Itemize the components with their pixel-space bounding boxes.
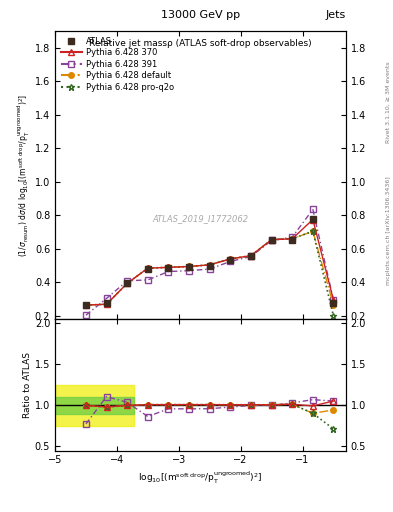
Line: Pythia 6.428 370: Pythia 6.428 370: [83, 217, 336, 308]
Pythia 6.428 391: [208, 266, 212, 272]
Pythia 6.428 391: [269, 238, 274, 244]
Pythia 6.428 pro-q2o: [145, 265, 150, 271]
Pythia 6.428 default: [269, 237, 274, 243]
Pythia 6.428 pro-q2o: [310, 228, 315, 234]
Pythia 6.428 370: [84, 302, 88, 308]
Pythia 6.428 370: [104, 301, 109, 307]
Pythia 6.428 370: [310, 217, 315, 223]
Pythia 6.428 370: [145, 265, 150, 271]
Pythia 6.428 370: [125, 280, 130, 286]
Pythia 6.428 default: [166, 264, 171, 270]
Pythia 6.428 391: [104, 295, 109, 302]
Line: Pythia 6.428 default: Pythia 6.428 default: [83, 228, 336, 308]
ATLAS: [104, 301, 109, 307]
Pythia 6.428 pro-q2o: [290, 236, 294, 242]
ATLAS: [187, 264, 191, 270]
ATLAS: [166, 265, 171, 271]
Pythia 6.428 391: [166, 268, 171, 274]
Pythia 6.428 370: [187, 264, 191, 270]
ATLAS: [208, 263, 212, 269]
ATLAS: [145, 266, 150, 272]
ATLAS: [249, 253, 253, 260]
Pythia 6.428 391: [290, 234, 294, 240]
Pythia 6.428 391: [125, 278, 130, 284]
Pythia 6.428 391: [84, 312, 88, 318]
ATLAS: [310, 216, 315, 222]
Pythia 6.428 default: [125, 280, 130, 286]
ATLAS: [269, 238, 274, 244]
Pythia 6.428 391: [145, 277, 150, 283]
Pythia 6.428 391: [310, 206, 315, 212]
Y-axis label: Ratio to ATLAS: Ratio to ATLAS: [23, 352, 32, 418]
Pythia 6.428 default: [84, 302, 88, 308]
Pythia 6.428 default: [208, 262, 212, 268]
Text: ATLAS_2019_I1772062: ATLAS_2019_I1772062: [152, 214, 248, 223]
Line: ATLAS: ATLAS: [83, 216, 336, 308]
Pythia 6.428 default: [104, 301, 109, 307]
Text: Rivet 3.1.10, ≥ 3M events: Rivet 3.1.10, ≥ 3M events: [386, 61, 391, 143]
X-axis label: log$_{10}$[(m$^{\rm soft\ drop}$/p$_{\rm T}^{\rm ungroomed}$)$^{2}$]: log$_{10}$[(m$^{\rm soft\ drop}$/p$_{\rm…: [138, 470, 263, 486]
ATLAS: [84, 302, 88, 308]
Text: Relative jet massρ (ATLAS soft-drop observables): Relative jet massρ (ATLAS soft-drop obse…: [89, 39, 312, 48]
Pythia 6.428 default: [187, 264, 191, 270]
Pythia 6.428 pro-q2o: [228, 256, 233, 262]
Pythia 6.428 pro-q2o: [331, 313, 336, 319]
Pythia 6.428 pro-q2o: [249, 252, 253, 259]
Pythia 6.428 370: [249, 252, 253, 259]
Pythia 6.428 default: [331, 302, 336, 308]
ATLAS: [331, 300, 336, 306]
Pythia 6.428 default: [310, 228, 315, 234]
Pythia 6.428 370: [269, 237, 274, 243]
Pythia 6.428 391: [331, 297, 336, 303]
Pythia 6.428 391: [228, 259, 233, 265]
Pythia 6.428 391: [187, 268, 191, 274]
Pythia 6.428 default: [228, 256, 233, 262]
Bar: [55, 397, 134, 414]
Pythia 6.428 370: [166, 264, 171, 270]
Line: Pythia 6.428 391: Pythia 6.428 391: [83, 207, 336, 318]
Text: 13000 GeV pp: 13000 GeV pp: [161, 10, 240, 20]
ATLAS: [125, 280, 130, 286]
ATLAS: [228, 257, 233, 263]
Pythia 6.428 default: [290, 236, 294, 242]
Pythia 6.428 370: [331, 297, 336, 303]
Pythia 6.428 391: [249, 253, 253, 260]
Pythia 6.428 pro-q2o: [84, 302, 88, 308]
Y-axis label: $(1/\sigma_{\rm resum})$ d$\sigma$/d log$_{10}$[(m$^{\rm soft\ drop}$/p$_{\rm T}: $(1/\sigma_{\rm resum})$ d$\sigma$/d log…: [16, 93, 32, 257]
Pythia 6.428 pro-q2o: [208, 262, 212, 268]
Pythia 6.428 370: [290, 236, 294, 242]
ATLAS: [290, 238, 294, 244]
Pythia 6.428 pro-q2o: [125, 280, 130, 286]
Text: mcplots.cern.ch [arXiv:1306.3436]: mcplots.cern.ch [arXiv:1306.3436]: [386, 176, 391, 285]
Text: Jets: Jets: [325, 10, 346, 20]
Pythia 6.428 pro-q2o: [187, 264, 191, 270]
Bar: [55, 385, 134, 426]
Pythia 6.428 default: [145, 265, 150, 271]
Pythia 6.428 pro-q2o: [166, 264, 171, 270]
Pythia 6.428 pro-q2o: [104, 301, 109, 307]
Legend: ATLAS, Pythia 6.428 370, Pythia 6.428 391, Pythia 6.428 default, Pythia 6.428 pr: ATLAS, Pythia 6.428 370, Pythia 6.428 39…: [57, 33, 177, 95]
Pythia 6.428 370: [208, 262, 212, 268]
Pythia 6.428 default: [249, 252, 253, 259]
Pythia 6.428 pro-q2o: [269, 237, 274, 243]
Pythia 6.428 370: [228, 256, 233, 262]
Line: Pythia 6.428 pro-q2o: Pythia 6.428 pro-q2o: [83, 228, 337, 319]
